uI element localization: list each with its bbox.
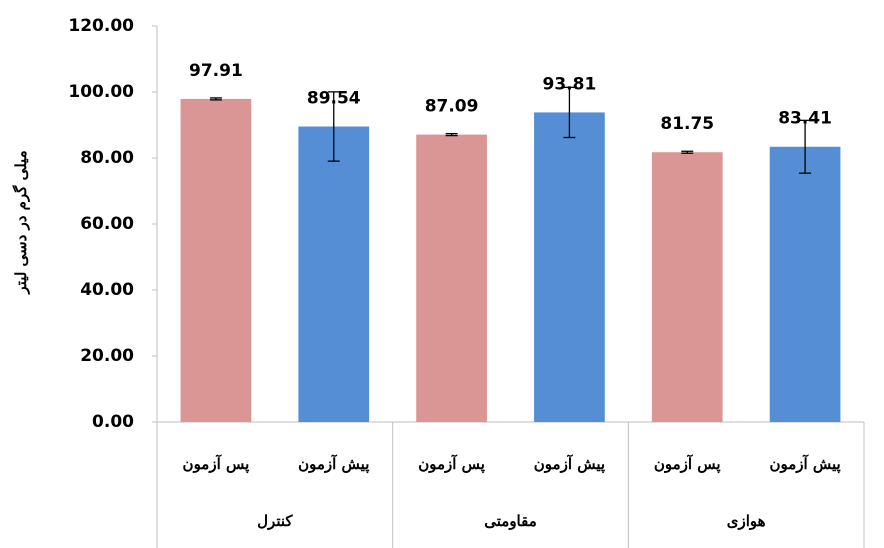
- y-tick-label: 60.00: [80, 214, 134, 234]
- group-label: کنترل: [257, 512, 293, 530]
- data-label: 87.09: [425, 97, 479, 117]
- data-label: 83.41: [778, 109, 832, 129]
- data-label: 89.54: [307, 89, 361, 109]
- group-label: هوازی: [727, 512, 766, 530]
- chart: میلی گرم در دسی لیتر 0.00 20.00 40.00 60.00…: [0, 0, 884, 548]
- y-tick-label: 0.00: [92, 412, 134, 432]
- bar: [534, 112, 605, 422]
- x-tick-label: پیش آزمون: [534, 454, 605, 474]
- x-tick-label: پیش آزمون: [769, 454, 840, 474]
- bar: [298, 127, 369, 422]
- x-tick-label: پس آزمون: [654, 454, 721, 474]
- y-tick-label: 40.00: [80, 280, 134, 300]
- x-tick-label: پس آزمون: [418, 454, 485, 474]
- data-label: 97.91: [189, 61, 243, 81]
- x-tick-label: پیش آزمون: [298, 454, 369, 474]
- x-tick-label: پس آزمون: [183, 454, 250, 474]
- bar: [652, 152, 723, 422]
- bar: [416, 135, 487, 422]
- data-label: 93.81: [543, 74, 597, 94]
- bar: [181, 99, 252, 422]
- y-axis-title: میلی گرم در دسی لیتر: [12, 150, 30, 294]
- y-tick-label: 120.00: [68, 16, 134, 36]
- y-tick-label: 100.00: [68, 82, 134, 102]
- group-label: مقاومتی: [484, 512, 537, 530]
- y-tick-label: 20.00: [80, 346, 134, 366]
- bar: [770, 147, 841, 422]
- data-label: 81.75: [660, 114, 714, 134]
- y-tick-label: 80.00: [80, 148, 134, 168]
